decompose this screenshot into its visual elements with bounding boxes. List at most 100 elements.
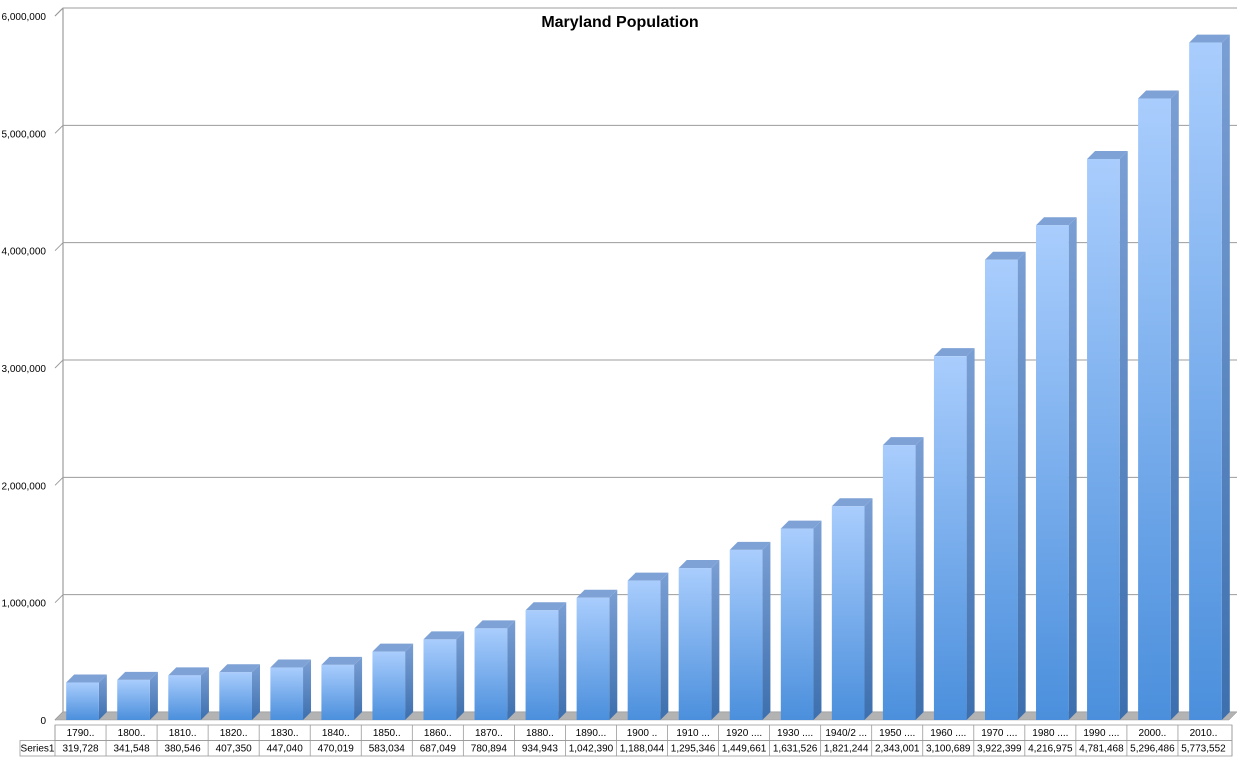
bar-top bbox=[219, 664, 260, 673]
gridline-side bbox=[54, 476, 64, 486]
table-category-label: 1850.. bbox=[373, 728, 401, 739]
bar bbox=[882, 445, 916, 720]
bar-top bbox=[678, 560, 720, 569]
bar bbox=[1036, 225, 1069, 721]
bar-top bbox=[576, 589, 618, 598]
bar-top bbox=[1087, 150, 1128, 159]
bar bbox=[1087, 158, 1120, 720]
bar-1970 bbox=[984, 251, 1026, 720]
bar-top bbox=[780, 520, 822, 529]
bar-side bbox=[1170, 90, 1179, 720]
bar-2010 bbox=[1189, 34, 1230, 721]
bar-top bbox=[831, 498, 873, 507]
bar bbox=[1189, 42, 1222, 721]
bar bbox=[474, 628, 508, 720]
bar-side bbox=[609, 589, 618, 720]
table-category-label: 1910 ... bbox=[676, 728, 709, 739]
table-series-label: Series1 bbox=[21, 744, 55, 755]
bar-side bbox=[1068, 217, 1077, 721]
bar bbox=[831, 506, 865, 720]
bar-top bbox=[474, 620, 516, 629]
table-category-label: 1800.. bbox=[118, 728, 146, 739]
bar-side bbox=[98, 674, 107, 720]
bar-1840 bbox=[321, 656, 363, 720]
bar-side bbox=[915, 437, 924, 720]
bar-1920 bbox=[729, 541, 771, 720]
y-tick-label: 0 bbox=[40, 716, 46, 727]
table-category-label: 1810.. bbox=[169, 728, 197, 739]
table-value-label: 5,296,486 bbox=[1130, 744, 1175, 755]
table-category-label: 1900 .. bbox=[627, 728, 658, 739]
bar-side bbox=[660, 572, 669, 720]
table-category-label: 1880.. bbox=[526, 728, 554, 739]
bar-side bbox=[456, 631, 465, 720]
bar-top bbox=[525, 602, 567, 611]
table-category-label: 1940/2 ... bbox=[825, 728, 867, 739]
bar-side bbox=[1017, 251, 1026, 720]
table-value-label: 470,019 bbox=[318, 744, 355, 755]
bar-1990 bbox=[1087, 150, 1128, 720]
bar-top bbox=[372, 643, 414, 652]
bar bbox=[576, 597, 610, 720]
bar-1950 bbox=[882, 437, 924, 720]
bar-top bbox=[1138, 90, 1179, 99]
bar-top bbox=[66, 674, 107, 683]
bar bbox=[729, 549, 763, 720]
y-tick-label: 2,000,000 bbox=[2, 481, 47, 492]
bar bbox=[984, 259, 1018, 720]
bar-top bbox=[321, 656, 363, 665]
bar bbox=[780, 528, 814, 720]
table-value-label: 407,350 bbox=[216, 744, 253, 755]
bar bbox=[933, 356, 967, 720]
bar-top bbox=[729, 541, 771, 550]
bar-side bbox=[251, 664, 260, 720]
table-category-label: 1980 .... bbox=[1032, 728, 1068, 739]
bar-1910 bbox=[678, 560, 720, 720]
table-value-label: 3,922,399 bbox=[977, 744, 1022, 755]
bar-1870 bbox=[474, 620, 516, 720]
bar bbox=[168, 675, 201, 720]
gridline-side bbox=[54, 242, 64, 252]
table-category-label: 1860.. bbox=[424, 728, 452, 739]
table-category-label: 1840.. bbox=[322, 728, 350, 739]
table-value-label: 1,042,390 bbox=[569, 744, 614, 755]
table-category-label: 1890... bbox=[576, 728, 607, 739]
table-value-label: 934,943 bbox=[522, 744, 559, 755]
chart-title: Maryland Population bbox=[541, 14, 698, 31]
bar bbox=[270, 667, 304, 720]
table-value-label: 1,449,661 bbox=[722, 744, 767, 755]
table-value-label: 5,773,552 bbox=[1181, 744, 1226, 755]
bar-top bbox=[1189, 34, 1230, 43]
bar-top bbox=[882, 437, 924, 446]
bar-1930 bbox=[780, 520, 822, 720]
table-category-label: 1830.. bbox=[271, 728, 299, 739]
bar-1830 bbox=[270, 659, 312, 720]
bar-1850 bbox=[372, 643, 414, 720]
bar bbox=[423, 639, 457, 720]
bar-side bbox=[303, 659, 312, 720]
y-tick-label: 4,000,000 bbox=[2, 247, 47, 258]
bar-1820 bbox=[219, 664, 260, 720]
bar-2000 bbox=[1138, 90, 1179, 720]
table-value-label: 380,546 bbox=[165, 744, 202, 755]
bar-side bbox=[762, 541, 771, 720]
bar-1790 bbox=[66, 674, 107, 720]
bar-side bbox=[813, 520, 822, 720]
bar-top bbox=[933, 348, 975, 357]
bar-side bbox=[711, 560, 720, 720]
bar bbox=[1138, 98, 1171, 720]
table-value-label: 687,049 bbox=[420, 744, 457, 755]
table-category-label: 1970 .... bbox=[981, 728, 1017, 739]
bar-side bbox=[405, 643, 414, 720]
bar bbox=[678, 568, 712, 720]
table-value-label: 3,100,689 bbox=[926, 744, 971, 755]
bar-side bbox=[200, 667, 209, 720]
table-category-label: 2010.. bbox=[1190, 728, 1218, 739]
bar-1800 bbox=[117, 671, 158, 720]
table-category-label: 2000.. bbox=[1139, 728, 1167, 739]
table-value-label: 2,343,001 bbox=[875, 744, 920, 755]
gridline-side bbox=[54, 7, 64, 17]
table-value-label: 1,295,346 bbox=[671, 744, 716, 755]
